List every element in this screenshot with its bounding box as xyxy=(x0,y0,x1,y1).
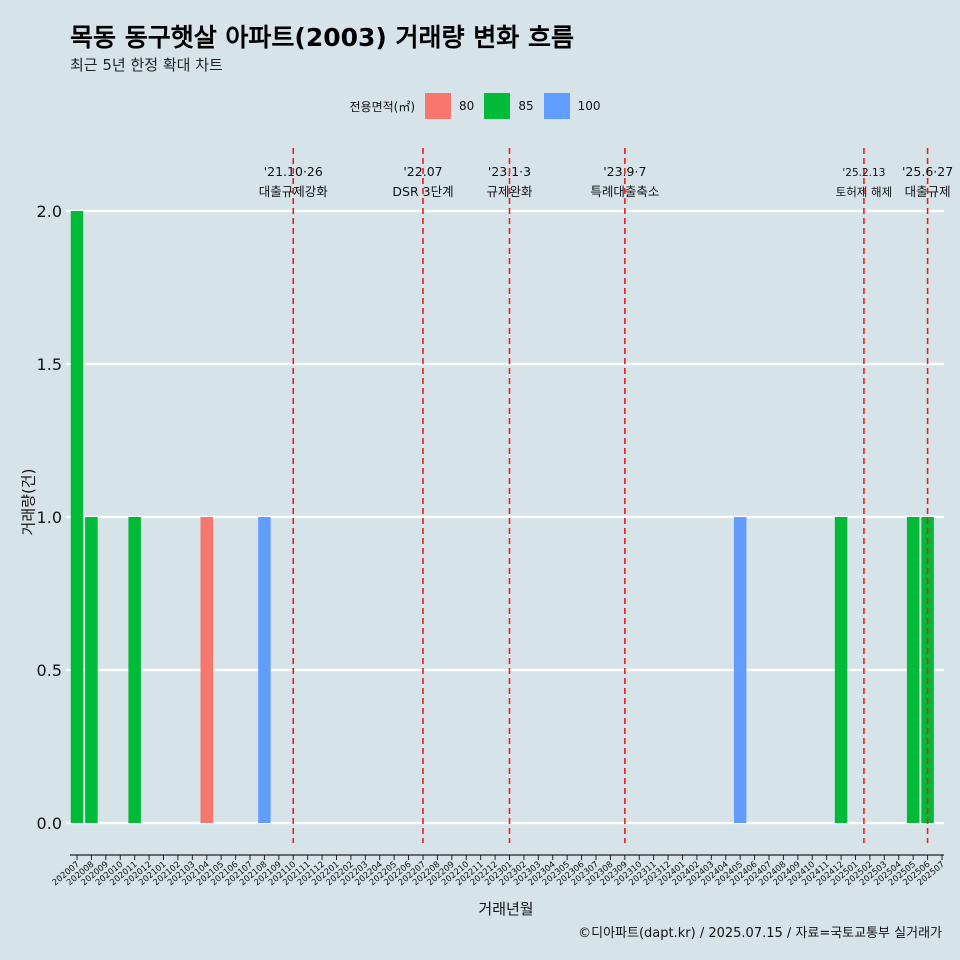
annotation-date: '23.1·3 xyxy=(488,164,531,179)
legend-label-85: 85 xyxy=(518,99,534,113)
annotation-date: '23.9·7 xyxy=(603,164,646,179)
chart-subtitle: 최근 5년 한정 확대 차트 xyxy=(70,56,223,74)
annotation-label: 토허제 해제 xyxy=(836,185,893,199)
legend-label-100: 100 xyxy=(577,99,601,113)
annotation-label: 대출규제 xyxy=(905,184,951,199)
bar xyxy=(733,517,747,823)
legend-swatch-85 xyxy=(484,93,511,119)
x-axis-label: 거래년월 xyxy=(478,900,534,918)
y-tick-label: 1.5 xyxy=(37,355,62,374)
bar xyxy=(128,517,141,823)
y-axis-label: 거래량(건) xyxy=(19,468,38,536)
legend-item-100: 100 xyxy=(543,93,601,119)
legend-item-80: 80 xyxy=(425,93,474,119)
bar xyxy=(258,517,271,823)
annotation-date: '21.10·26 xyxy=(264,164,323,179)
y-tick-label: 0.0 xyxy=(37,814,62,833)
annotation-date: '22.07 xyxy=(403,164,442,179)
y-tick-label: 0.5 xyxy=(37,661,62,680)
annotation-label: 규제완화 xyxy=(486,184,533,199)
annotation-label: DSR 3단계 xyxy=(392,184,453,199)
legend-swatch-100 xyxy=(543,93,570,119)
bar xyxy=(85,517,98,823)
y-tick-label: 1.0 xyxy=(37,508,62,527)
legend-title: 전용면적(㎡) xyxy=(349,99,416,114)
legend-swatch-80 xyxy=(425,93,452,119)
annotation-date: '25.6·27 xyxy=(902,164,953,179)
annotation-date: '25.2.13 xyxy=(842,167,885,179)
chart-title: 목동 동구햇살 아파트(2003) 거래량 변화 흐름 xyxy=(70,23,574,52)
annotation-label: 특례대출축소 xyxy=(590,184,659,199)
legend-label-80: 80 xyxy=(459,99,475,113)
bar xyxy=(906,517,920,823)
y-tick-label: 2.0 xyxy=(37,202,62,221)
caption: ©디아파트(dapt.kr) / 2025.07.15 / 자료=국토교통부 실… xyxy=(578,926,942,941)
legend-item-85: 85 xyxy=(484,93,534,119)
annotation-label: 대출규제강화 xyxy=(259,184,329,199)
bar xyxy=(834,517,848,823)
legend: 전용면적(㎡) 80 85 100 xyxy=(0,93,960,119)
bar xyxy=(70,211,84,823)
bar xyxy=(200,517,213,823)
